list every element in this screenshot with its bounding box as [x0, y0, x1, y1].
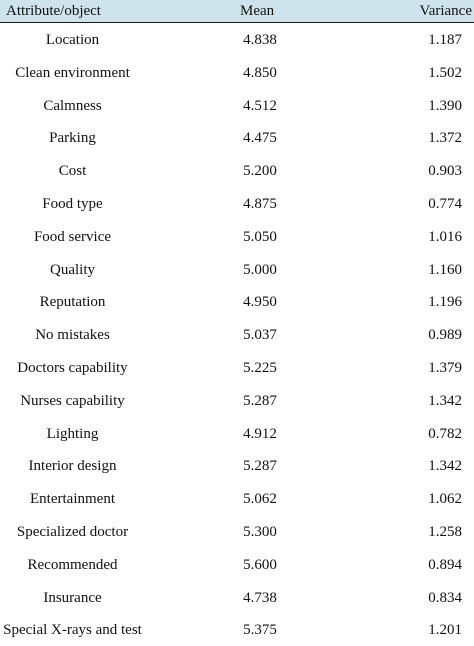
cell-variance: 1.390: [428, 97, 462, 114]
cell-variance: 0.774: [428, 195, 462, 212]
cell-attribute: Location: [45, 32, 100, 48]
cell-attribute: Quality: [50, 261, 95, 278]
cell-attribute: Reputation: [39, 294, 106, 311]
cell-attribute: Special X-rays and test: [3, 622, 142, 639]
cell-mean: 4.838: [243, 32, 277, 48]
cell-variance: 0.894: [428, 556, 462, 573]
cell-mean: 5.375: [243, 622, 277, 639]
cell-attribute: Doctors capability: [17, 359, 128, 376]
cell-variance: 1.201: [428, 622, 462, 639]
cell-mean: 4.512: [243, 97, 277, 114]
cell-attribute: Calmness: [43, 97, 102, 114]
table-row: Reputation 4.950 1.196: [0, 285, 474, 318]
table-row: Specialized doctor 5.300 1.258: [0, 515, 474, 548]
cell-attribute: Parking: [49, 130, 96, 147]
table-row: Nurses capability 5.287 1.342: [0, 384, 474, 417]
header-mean: Mean: [240, 3, 275, 19]
table-row: Doctors capability 5.225 1.379: [0, 351, 474, 384]
table-row: Insurance 4.738 0.834: [0, 581, 474, 614]
table-row: Lighting 4.912 0.782: [0, 417, 474, 450]
table-row: Parking 4.475 1.372: [0, 121, 474, 154]
cell-variance: 1.016: [428, 228, 462, 245]
cell-mean: 4.912: [243, 425, 277, 442]
cell-variance: 0.989: [428, 327, 462, 344]
table-row: Special X-rays and test 5.375 1.201: [0, 613, 474, 646]
cell-mean: 5.062: [243, 491, 277, 508]
table-row: Interior design 5.287 1.342: [0, 449, 474, 482]
cell-mean: 4.738: [243, 589, 277, 606]
cell-variance: 1.187: [428, 32, 462, 48]
cell-attribute: No mistakes: [35, 327, 110, 344]
cell-mean: 5.037: [243, 327, 277, 344]
cell-variance: 1.196: [428, 294, 462, 311]
cell-attribute: Food type: [42, 195, 103, 212]
cell-attribute: Clean environment: [15, 64, 130, 81]
cell-mean: 4.475: [243, 130, 277, 147]
cell-variance: 0.834: [428, 589, 462, 606]
cell-attribute: Lighting: [46, 425, 99, 442]
cell-variance: 1.258: [428, 523, 462, 540]
table-row: Food type 4.875 0.774: [0, 187, 474, 220]
table-body: Location 4.838 1.187 Clean environment 4.850…: [0, 23, 474, 646]
cell-variance: 1.502: [428, 64, 462, 81]
cell-mean: 5.050: [243, 228, 277, 245]
cell-mean: 4.850: [243, 64, 277, 81]
table-header: Attribute/object Mean Variance: [0, 0, 474, 23]
table-row: Cost 5.200 0.903: [0, 154, 474, 187]
cell-variance: 0.782: [428, 425, 462, 442]
cell-mean: 5.300: [243, 523, 277, 540]
cell-mean: 5.225: [243, 359, 277, 376]
cell-variance: 1.342: [428, 458, 462, 475]
table-row: Recommended 5.600 0.894: [0, 548, 474, 581]
table-row: Clean environment 4.850 1.502: [0, 56, 474, 89]
cell-mean: 5.287: [243, 458, 277, 475]
cell-attribute: Recommended: [27, 556, 118, 573]
header-variance: Variance: [419, 3, 472, 19]
table-row: Entertainment 5.062 1.062: [0, 482, 474, 515]
cell-variance: 1.342: [428, 392, 462, 409]
table-row: No mistakes 5.037 0.989: [0, 318, 474, 351]
cell-mean: 5.000: [243, 261, 277, 278]
cell-mean: 4.950: [243, 294, 277, 311]
cell-attribute: Cost: [58, 163, 87, 180]
cell-variance: 1.379: [428, 359, 462, 376]
table-row: Calmness 4.512 1.390: [0, 89, 474, 122]
cell-mean: 5.600: [243, 556, 277, 573]
cell-mean: 4.875: [243, 195, 277, 212]
cell-variance: 1.062: [428, 491, 462, 508]
cell-attribute: Interior design: [28, 458, 117, 475]
cell-attribute: Entertainment: [30, 491, 115, 508]
cell-mean: 5.200: [243, 163, 277, 180]
table-row: Food service 5.050 1.016: [0, 220, 474, 253]
cell-variance: 0.903: [428, 163, 462, 180]
cell-variance: 1.160: [428, 261, 462, 278]
cell-attribute: Food service: [33, 228, 112, 245]
table-row: Location 4.838 1.187: [0, 23, 474, 56]
cell-attribute: Insurance: [43, 589, 102, 606]
cell-attribute: Nurses capability: [20, 392, 125, 409]
cell-variance: 1.372: [428, 130, 462, 147]
header-attribute: Attribute/object: [6, 3, 101, 19]
cell-attribute: Specialized doctor: [16, 523, 129, 540]
cell-mean: 5.287: [243, 392, 277, 409]
table-row: Quality 5.000 1.160: [0, 253, 474, 286]
